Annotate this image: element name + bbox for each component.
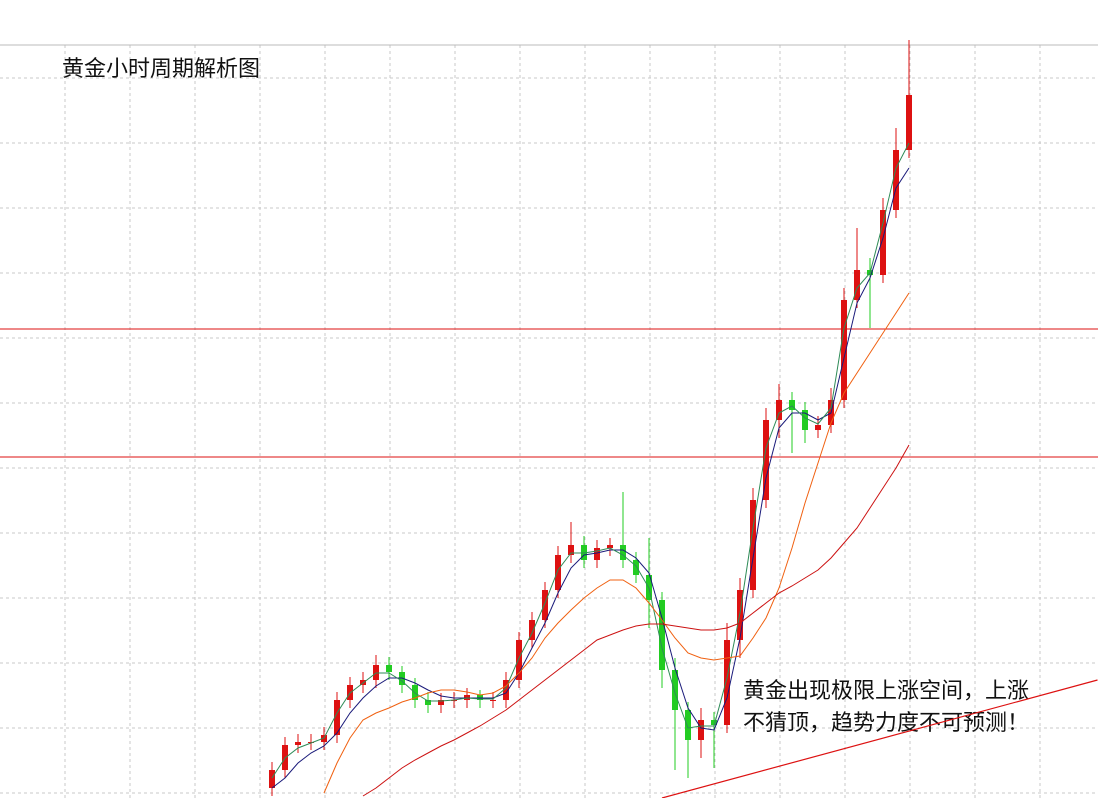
candle-body bbox=[620, 545, 626, 560]
annotation: 黄金出现极限上涨空间，上涨 bbox=[743, 679, 1029, 704]
candle-body bbox=[503, 680, 509, 700]
candle-body bbox=[711, 720, 717, 725]
candle-body bbox=[776, 400, 782, 420]
trend-line bbox=[661, 679, 1098, 798]
candle-body bbox=[386, 665, 392, 672]
moving-average bbox=[362, 444, 910, 797]
candle-body bbox=[594, 548, 600, 560]
candle-body bbox=[529, 620, 535, 640]
candle-body bbox=[516, 640, 522, 680]
candle-body bbox=[789, 400, 795, 410]
candle-body bbox=[659, 600, 665, 670]
candle-body bbox=[490, 700, 496, 701]
candle-body bbox=[607, 545, 613, 548]
candle-body bbox=[568, 545, 574, 555]
candle-body bbox=[815, 425, 821, 430]
candle-body bbox=[438, 700, 444, 705]
candle-body bbox=[542, 590, 548, 620]
candle-body bbox=[750, 500, 756, 590]
candle-body bbox=[854, 270, 860, 300]
candle-body bbox=[425, 700, 431, 705]
candle-body bbox=[802, 410, 808, 430]
candle-body bbox=[893, 150, 899, 210]
candle-body bbox=[633, 560, 639, 575]
candle-body bbox=[555, 555, 561, 590]
candle-body bbox=[763, 420, 769, 500]
candle-body bbox=[685, 710, 691, 740]
candle-body bbox=[295, 742, 301, 745]
moving-average bbox=[271, 167, 910, 789]
candle-body bbox=[334, 700, 340, 735]
chart-title: 黄金小时周期解析图 bbox=[62, 57, 260, 82]
candle-body bbox=[841, 300, 847, 400]
candle-body bbox=[906, 95, 912, 150]
candle-body bbox=[724, 640, 730, 725]
candle-body bbox=[698, 720, 704, 740]
annotation: 不猜顶，趋势力度不可预测！ bbox=[743, 711, 1029, 736]
candle-body bbox=[672, 670, 678, 710]
moving-average bbox=[271, 142, 910, 779]
candle-body bbox=[880, 210, 886, 275]
candle-body bbox=[269, 770, 275, 788]
moving-average bbox=[323, 292, 910, 794]
grid bbox=[0, 45, 1098, 798]
